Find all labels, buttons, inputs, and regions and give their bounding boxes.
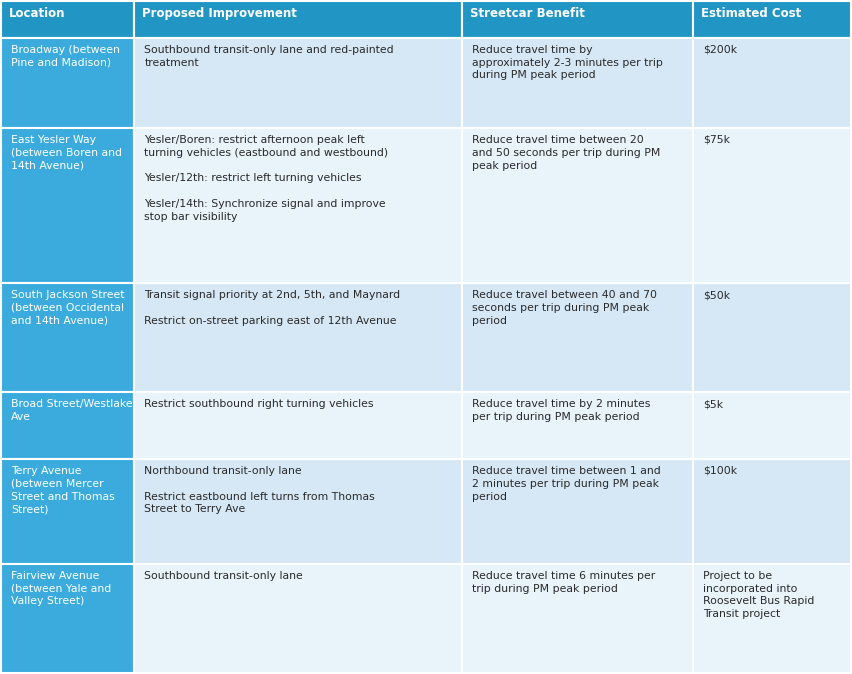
Bar <box>462 128 693 283</box>
Text: $75k: $75k <box>703 135 730 145</box>
Text: Broadway (between
Pine and Madison): Broadway (between Pine and Madison) <box>11 44 119 67</box>
Bar <box>135 128 462 283</box>
Text: $50k: $50k <box>703 290 730 300</box>
Text: South Jackson Street
(between Occidental
and 14th Avenue): South Jackson Street (between Occidental… <box>11 290 124 326</box>
Text: Reduce travel time 6 minutes per
trip during PM peak period: Reduce travel time 6 minutes per trip du… <box>472 571 655 594</box>
Bar <box>135 392 462 459</box>
Text: Streetcar Benefit: Streetcar Benefit <box>469 7 584 20</box>
Text: Southbound transit-only lane and red-painted
treatment: Southbound transit-only lane and red-pai… <box>144 44 394 67</box>
Text: $5k: $5k <box>703 400 723 409</box>
Bar <box>462 1 693 38</box>
Bar <box>1 283 135 392</box>
Text: Terry Avenue
(between Mercer
Street and Thomas
Street): Terry Avenue (between Mercer Street and … <box>11 466 114 514</box>
Text: Location: Location <box>9 7 66 20</box>
Bar <box>462 38 693 128</box>
Bar <box>462 459 693 564</box>
Bar <box>1 564 135 673</box>
Bar <box>135 564 462 673</box>
Bar <box>693 392 851 459</box>
Text: Reduce travel time by 2 minutes
per trip during PM peak period: Reduce travel time by 2 minutes per trip… <box>472 400 650 422</box>
Bar <box>1 392 135 459</box>
Bar <box>135 283 462 392</box>
Text: Broad Street/Westlake
Ave: Broad Street/Westlake Ave <box>11 400 132 422</box>
Bar <box>135 459 462 564</box>
Text: Reduce travel time by
approximately 2-3 minutes per trip
during PM peak period: Reduce travel time by approximately 2-3 … <box>472 44 663 80</box>
Text: Transit signal priority at 2nd, 5th, and Maynard

Restrict on-street parking eas: Transit signal priority at 2nd, 5th, and… <box>144 290 400 326</box>
Text: Reduce travel time between 1 and
2 minutes per trip during PM peak
period: Reduce travel time between 1 and 2 minut… <box>472 466 660 501</box>
Bar <box>693 128 851 283</box>
Text: Southbound transit-only lane: Southbound transit-only lane <box>144 571 303 581</box>
Text: Yesler/Boren: restrict afternoon peak left
turning vehicles (eastbound and westb: Yesler/Boren: restrict afternoon peak le… <box>144 135 389 222</box>
Text: Reduce travel time between 20
and 50 seconds per trip during PM
peak period: Reduce travel time between 20 and 50 sec… <box>472 135 660 171</box>
Bar <box>135 38 462 128</box>
Text: Reduce travel between 40 and 70
seconds per trip during PM peak
period: Reduce travel between 40 and 70 seconds … <box>472 290 657 326</box>
Text: $200k: $200k <box>703 44 737 55</box>
Text: Fairview Avenue
(between Yale and
Valley Street): Fairview Avenue (between Yale and Valley… <box>11 571 111 607</box>
Bar <box>462 564 693 673</box>
Text: Restrict southbound right turning vehicles: Restrict southbound right turning vehicl… <box>144 400 374 409</box>
Bar <box>693 283 851 392</box>
Text: Proposed Improvement: Proposed Improvement <box>142 7 297 20</box>
Text: $100k: $100k <box>703 466 737 476</box>
Text: Project to be
incorporated into
Roosevelt Bus Rapid
Transit project: Project to be incorporated into Roosevel… <box>703 571 815 619</box>
Text: Estimated Cost: Estimated Cost <box>701 7 801 20</box>
Bar <box>1 38 135 128</box>
Bar <box>462 283 693 392</box>
Bar <box>693 564 851 673</box>
Bar <box>1 1 135 38</box>
Bar <box>693 459 851 564</box>
Bar <box>1 459 135 564</box>
Text: East Yesler Way
(between Boren and
14th Avenue): East Yesler Way (between Boren and 14th … <box>11 135 122 171</box>
Bar <box>135 1 462 38</box>
Bar <box>462 392 693 459</box>
Text: Northbound transit-only lane

Restrict eastbound left turns from Thomas
Street t: Northbound transit-only lane Restrict ea… <box>144 466 375 514</box>
Bar <box>693 38 851 128</box>
Bar <box>693 1 851 38</box>
Bar <box>1 128 135 283</box>
